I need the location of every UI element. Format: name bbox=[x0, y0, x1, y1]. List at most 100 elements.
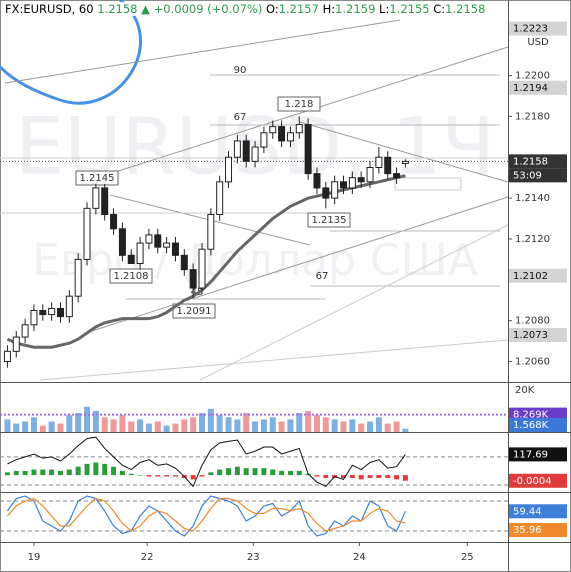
countdown-badge bbox=[509, 168, 567, 183]
cci-line bbox=[7, 436, 406, 488]
histogram-bar bbox=[111, 466, 117, 476]
y-tick-label: 20K bbox=[515, 385, 535, 396]
candle-body bbox=[110, 213, 118, 230]
histogram-bar bbox=[287, 470, 293, 476]
candle-body bbox=[278, 126, 286, 142]
volume-bar bbox=[393, 421, 400, 432]
histogram-bar bbox=[349, 475, 355, 478]
histogram-bar bbox=[358, 475, 364, 480]
candle-body bbox=[216, 181, 224, 215]
volume-bar bbox=[331, 419, 338, 432]
histogram-bar bbox=[296, 470, 302, 476]
volume-bar bbox=[322, 417, 329, 432]
ohlc-label: H: bbox=[322, 2, 336, 16]
volume-bar bbox=[243, 413, 250, 432]
legend-header: FX:EURUSD, 60 1.2158 ▲ +0.0009 (+0.07%) … bbox=[3, 2, 488, 16]
volume-bar bbox=[278, 421, 285, 432]
candle-body bbox=[366, 166, 374, 183]
candle-body bbox=[145, 234, 153, 244]
fib-label: 67 bbox=[316, 271, 329, 282]
candle-body bbox=[233, 140, 241, 158]
change-arrow: ▲ bbox=[141, 2, 150, 16]
level-badge-text: 1.2223 bbox=[513, 24, 548, 35]
volume-bar bbox=[216, 415, 223, 432]
ohlc-value: 1.2155 bbox=[389, 2, 430, 16]
histogram-bar bbox=[31, 469, 37, 476]
histogram-bar bbox=[394, 475, 400, 480]
price-label: 1.2145 bbox=[80, 173, 115, 184]
volume-bar bbox=[172, 423, 179, 432]
histogram-bar bbox=[367, 475, 373, 478]
candle-body bbox=[269, 126, 277, 134]
volume-bar bbox=[22, 421, 29, 432]
histogram-bar bbox=[243, 468, 249, 476]
histogram-bar bbox=[323, 475, 329, 478]
histogram-bar bbox=[261, 468, 267, 476]
candle-body bbox=[322, 187, 330, 199]
ohlc-value: 1.2157 bbox=[278, 2, 319, 16]
currency-label: USD bbox=[527, 37, 549, 48]
volume-bar bbox=[4, 419, 11, 432]
ohlc-label: L: bbox=[379, 2, 390, 16]
stoch-badge-text: 35.96 bbox=[513, 525, 542, 536]
histogram-bar bbox=[190, 475, 196, 480]
volume-bar bbox=[154, 421, 161, 432]
volume-average-badge-text: 8.269K bbox=[513, 410, 549, 421]
price-label: 1.218 bbox=[285, 99, 314, 110]
volume-bar bbox=[340, 421, 347, 432]
y-tick-label: 1.2080 bbox=[515, 316, 550, 327]
candle-body bbox=[180, 254, 188, 271]
histogram-badge bbox=[509, 473, 567, 488]
level-badge-text: 1.2102 bbox=[513, 271, 548, 282]
candle-body bbox=[3, 350, 11, 363]
histogram-bar bbox=[234, 466, 240, 476]
histogram-bar bbox=[102, 463, 108, 476]
candle-body bbox=[136, 242, 144, 265]
candle-body bbox=[21, 324, 29, 338]
cci-badge bbox=[509, 447, 567, 462]
volume-bar bbox=[48, 421, 55, 432]
cci-badge-text: 117.69 bbox=[513, 449, 548, 460]
histogram-bar bbox=[172, 475, 178, 477]
volume-bar bbox=[349, 419, 356, 432]
histogram-bar bbox=[376, 475, 382, 478]
volume-last-badge bbox=[509, 418, 567, 432]
y-tick-label: 1.2200 bbox=[515, 71, 550, 82]
volume-bar bbox=[84, 406, 91, 432]
histogram-bar bbox=[199, 475, 205, 477]
candle-body bbox=[295, 124, 303, 134]
candle-body bbox=[163, 242, 171, 248]
candle-body bbox=[393, 173, 401, 179]
ohlc-label: O: bbox=[265, 2, 279, 16]
volume-bar bbox=[234, 419, 241, 432]
y-tick-label: 1.2140 bbox=[515, 193, 550, 204]
candle-body bbox=[30, 309, 38, 326]
candle-body bbox=[56, 307, 64, 318]
symbol: FX:EURUSD, 60 bbox=[5, 2, 94, 16]
volume-bar bbox=[252, 421, 259, 432]
volume-bar bbox=[163, 425, 170, 432]
histogram-bar bbox=[385, 475, 391, 478]
histogram-bar bbox=[252, 468, 258, 476]
y-tick-label: 1.2180 bbox=[515, 111, 550, 122]
histogram-bar bbox=[57, 470, 63, 476]
candle-body bbox=[313, 173, 321, 189]
histogram-bar bbox=[93, 462, 99, 476]
volume-bar bbox=[207, 408, 214, 432]
last-price-badge bbox=[509, 154, 567, 169]
x-tick-label: 19 bbox=[28, 552, 41, 563]
fib-label: 67 bbox=[234, 112, 247, 123]
candle-body bbox=[101, 187, 109, 215]
histogram-bar bbox=[49, 469, 55, 476]
volume-bar bbox=[137, 419, 144, 432]
histogram-bar bbox=[279, 470, 285, 476]
last-price-badge-text: 1.2158 bbox=[513, 156, 548, 167]
price-label: 1.2108 bbox=[114, 271, 149, 282]
candle-body bbox=[154, 234, 162, 248]
candle-body bbox=[357, 177, 365, 183]
histogram-bar bbox=[137, 475, 143, 476]
candle-body bbox=[260, 132, 268, 148]
volume-bar bbox=[145, 423, 152, 432]
ohlc-label: C: bbox=[433, 2, 446, 16]
